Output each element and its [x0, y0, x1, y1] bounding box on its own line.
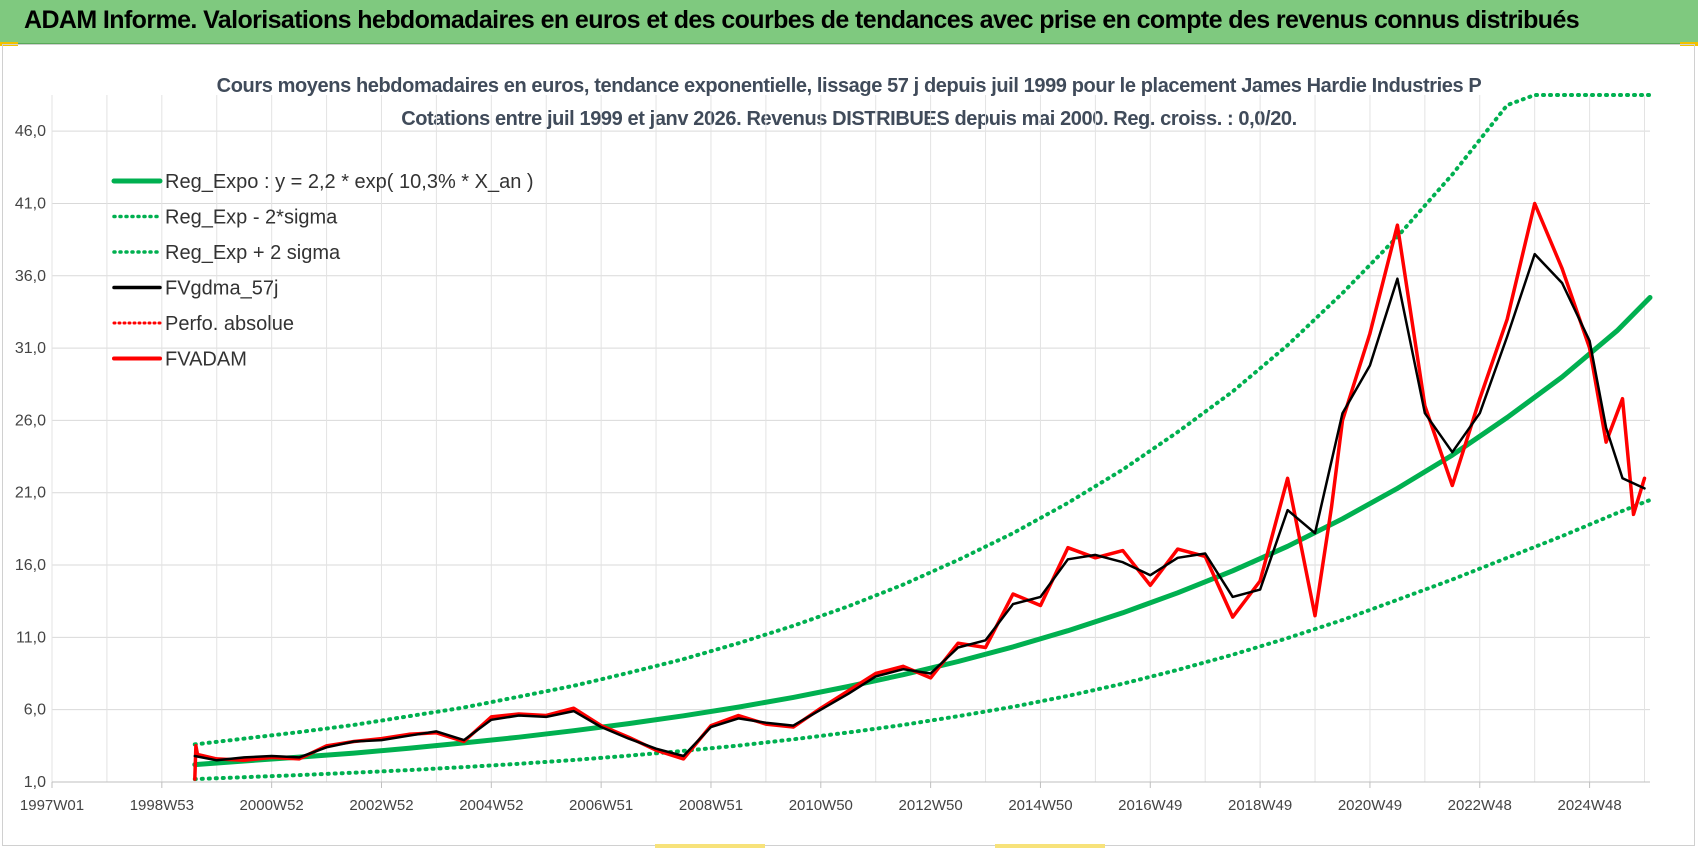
y-tick-label: 31,0 [15, 340, 46, 357]
chart-title-line2: Cotations entre juil 1999 et janv 2026. … [401, 108, 1297, 130]
legend-label: Reg_Exp + 2 sigma [165, 242, 341, 264]
x-tick-label: 2006W51 [569, 797, 633, 814]
x-tick-label: 2004W52 [459, 797, 523, 814]
x-tick-label: 2010W50 [789, 797, 853, 814]
series-line-reg_expo [192, 295, 1653, 768]
x-tick-label: 2024W48 [1557, 797, 1621, 814]
legend-label: FVgdma_57j [165, 278, 278, 300]
y-tick-label: 46,0 [15, 123, 46, 140]
y-tick-label: 16,0 [15, 557, 46, 574]
grid [51, 95, 1650, 783]
y-tick-label: 26,0 [15, 412, 46, 429]
header-banner: ADAM Informe. Valorisations hebdomadaire… [0, 0, 1698, 44]
series-line-fvadam [193, 201, 1647, 781]
y-axis: 1,0 6,0 11,0 16,0 21,0 26,0 31,0 36,0 41,0 46,0 [15, 123, 46, 791]
legend: Reg_Expo : y = 2,2 * exp( 10,3% * X_an )… [111, 171, 534, 371]
legend-label: FVADAM [165, 349, 247, 371]
y-tick-label: 6,0 [24, 702, 46, 719]
x-tick-label: 1998W53 [130, 797, 194, 814]
x-tick-label: 2014W50 [1008, 797, 1072, 814]
x-tick-label: 2018W49 [1228, 797, 1292, 814]
footer-marker [995, 844, 1105, 848]
chart-title-line1: Cours moyens hebdomadaires en euros, ten… [216, 75, 1482, 97]
y-tick-label: 11,0 [16, 629, 46, 646]
chart-title: Cours moyens hebdomadaires en euros, ten… [0, 70, 1698, 136]
chart-frame [2, 44, 1695, 846]
series-line-reg_minus [192, 498, 1652, 782]
x-tick-label: 2000W52 [240, 797, 304, 814]
x-tick-label: 2022W48 [1448, 797, 1512, 814]
legend-label: Reg_Exp - 2*sigma [165, 207, 338, 229]
series-line-reg_plus [192, 93, 1652, 747]
x-tick-label: 2016W49 [1118, 797, 1182, 814]
x-tick-label: 2020W49 [1338, 797, 1402, 814]
page-title: ADAM Informe. Valorisations hebdomadaire… [24, 6, 1580, 34]
x-axis: 1997W01 1998W53 2000W52 2002W52 2004W52 2006W… [20, 781, 1650, 814]
y-tick-label: 41,0 [15, 195, 46, 212]
legend-label: Reg_Expo : y = 2,2 * exp( 10,3% * X_an ) [165, 171, 534, 193]
y-tick-label: 1,0 [24, 774, 46, 791]
x-tick-label: 2012W50 [899, 797, 963, 814]
plot-series [192, 93, 1653, 782]
x-tick-label: 2008W51 [679, 797, 743, 814]
legend-label: Perfo. absolue [165, 313, 294, 335]
x-tick-label: 1997W01 [20, 797, 84, 814]
x-tick-label: 2002W52 [349, 797, 413, 814]
y-tick-label: 36,0 [15, 268, 46, 285]
y-tick-label: 21,0 [15, 485, 46, 502]
footer-marker [655, 844, 765, 848]
series-line-fvgdma [193, 252, 1646, 762]
